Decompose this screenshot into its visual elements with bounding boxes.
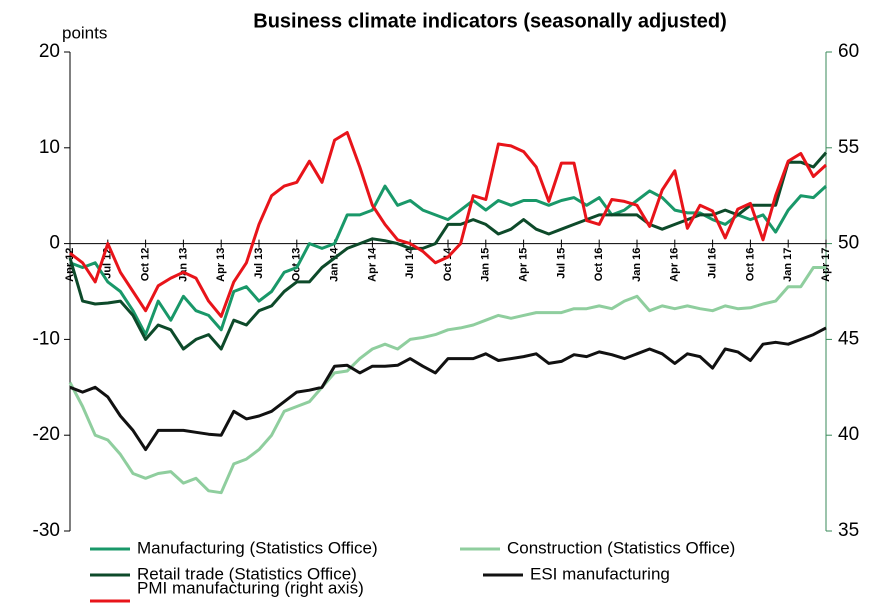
x-tick-label: Jan 13 (177, 248, 189, 282)
x-tick-label: Apr 14 (366, 247, 378, 282)
y-tick-label: 20 (39, 41, 60, 62)
x-tick-label: Jan 14 (329, 247, 341, 282)
legend-label: Construction (Statistics Office) (507, 538, 735, 557)
x-tick-label: Jan 17 (782, 248, 794, 282)
y-tick-label: 0 (49, 233, 60, 254)
y2-tick-label: 40 (838, 424, 859, 445)
y2-tick-label: 45 (838, 328, 859, 349)
y-tick-label: 10 (39, 137, 60, 158)
legend-label: PMI manufacturing (right axis) (137, 578, 364, 597)
y-tick-label: -30 (33, 520, 60, 541)
y2-tick-label: 55 (838, 137, 859, 158)
series-line (69, 131, 828, 318)
x-tick-label: Jul 15 (555, 248, 567, 279)
series-line (68, 151, 828, 351)
y2-tick-label: 35 (838, 520, 859, 541)
x-tick-label: Oct 16 (744, 248, 756, 282)
legend-label: ESI manufacturing (530, 564, 670, 583)
legend-label: Retail trade (Statistics Office) (137, 564, 357, 583)
x-tick-label: Jul 14 (404, 247, 416, 279)
x-tick-label: Jan 16 (631, 248, 643, 282)
series-line (68, 266, 826, 495)
y-tick-label: -10 (33, 328, 60, 349)
x-tick-label: Oct 12 (140, 248, 152, 282)
x-tick-label: Jan 15 (480, 248, 492, 282)
y2-tick-label: 60 (838, 41, 859, 62)
y-tick-label: -20 (33, 424, 60, 445)
x-tick-label: Apr 13 (215, 248, 227, 282)
x-tick-label: Jul 16 (707, 248, 719, 279)
series-line (69, 326, 827, 452)
legend-label: Manufacturing (Statistics Office) (137, 538, 378, 557)
y2-tick-label: 50 (838, 233, 859, 254)
x-tick-label: Apr 16 (669, 248, 681, 282)
chart-title: Business climate indicators (seasonally … (253, 10, 727, 32)
x-tick-label: Oct 16 (593, 248, 605, 282)
x-tick-label: Oct 13 (291, 248, 303, 282)
x-tick-label: Jul 13 (253, 248, 265, 279)
x-tick-label: Apr 15 (518, 248, 530, 282)
y-axis-label: points (62, 23, 107, 42)
series-line (69, 184, 828, 337)
x-tick-label: Apr 17 (820, 248, 832, 282)
